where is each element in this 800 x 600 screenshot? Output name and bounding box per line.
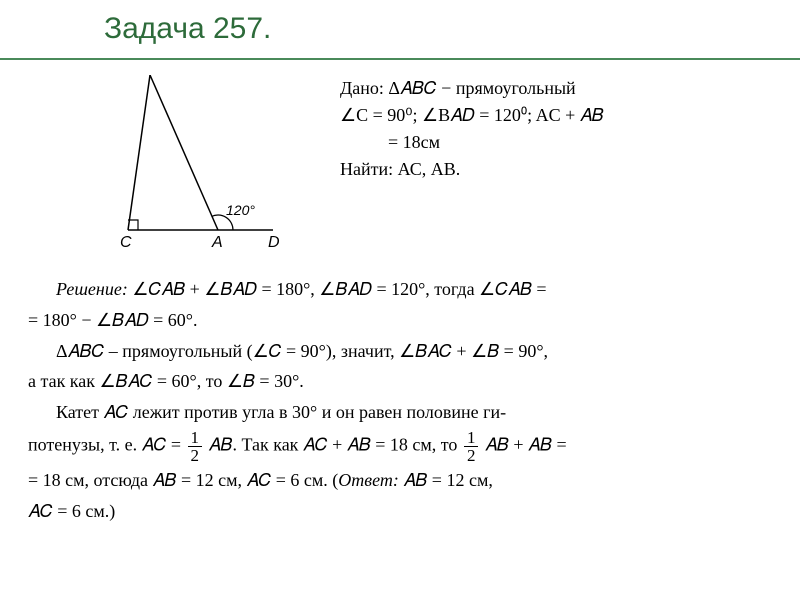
solution-p4: а так как ∠𝐵𝐴𝐶 = 60°, то ∠𝐵 = 30°. bbox=[28, 367, 778, 396]
line-ba bbox=[150, 75, 218, 230]
solution-p7: = 18 см, отсюда 𝐴𝐵 = 12 см, 𝐴𝐶 = 6 см. (… bbox=[28, 466, 778, 495]
solution-label: Решение: bbox=[56, 279, 128, 299]
header-underline bbox=[0, 58, 800, 60]
frac-num: 1 bbox=[464, 429, 479, 447]
solution-p1: Решение: ∠𝐶𝐴𝐵 + ∠𝐵𝐴𝐷 = 180°, ∠𝐵𝐴𝐷 = 120°… bbox=[28, 275, 778, 304]
given-line-4: Найти: АС, АВ. bbox=[340, 156, 604, 183]
given-line-1: Дано: Δ𝐴𝐵𝐶 − прямоугольный bbox=[340, 75, 604, 102]
given-block: Дано: Δ𝐴𝐵𝐶 − прямоугольный ∠С = 90⁰; ∠B𝐴… bbox=[340, 75, 604, 183]
solution-block: Решение: ∠𝐶𝐴𝐵 + ∠𝐵𝐴𝐷 = 180°, ∠𝐵𝐴𝐷 = 120°… bbox=[28, 275, 778, 528]
vertex-d: D bbox=[268, 234, 280, 251]
solution-p6a: потенузы, т. е. 𝐴𝐶 = bbox=[28, 435, 181, 455]
solution-p6: потенузы, т. е. 𝐴𝐶 = 12 𝐴𝐵. Так как 𝐴𝐶 +… bbox=[28, 429, 778, 464]
answer-label: Ответ: bbox=[338, 470, 399, 490]
line-cb bbox=[128, 75, 150, 230]
solution-p3: Δ𝐴𝐵𝐶 – прямоугольный (∠𝐶 = 90°), значит,… bbox=[28, 337, 778, 366]
solution-p2: = 180° − ∠𝐵𝐴𝐷 = 60°. bbox=[28, 306, 778, 335]
fraction-2: 12 bbox=[464, 429, 479, 464]
frac-num: 1 bbox=[188, 429, 203, 447]
frac-den: 2 bbox=[188, 447, 203, 464]
solution-p8: 𝐴𝐶 = 6 см.) bbox=[28, 497, 778, 526]
given-line-3: = 18см bbox=[340, 129, 604, 156]
vertex-c: C bbox=[120, 234, 132, 251]
solution-p6b: 𝐴𝐵. Так как 𝐴𝐶 + 𝐴𝐵 = 18 см, то bbox=[209, 435, 462, 455]
vertex-a: A bbox=[211, 234, 223, 251]
solution-p7c: 𝐴𝐵 = 12 см, bbox=[399, 470, 493, 490]
frac-den: 2 bbox=[464, 447, 479, 464]
solution-p6c: 𝐴𝐵 + 𝐴𝐵 = bbox=[485, 435, 567, 455]
triangle-figure: 120° B C A D bbox=[118, 75, 318, 255]
angle-120-label: 120° bbox=[226, 202, 255, 218]
page-title: Задача 257. bbox=[104, 12, 271, 46]
solution-p5: Катет 𝐴𝐶 лежит против угла в 30° и он ра… bbox=[28, 398, 778, 427]
solution-p1b: ∠𝐶𝐴𝐵 + ∠𝐵𝐴𝐷 = 180°, ∠𝐵𝐴𝐷 = 120°, тогда ∠… bbox=[128, 279, 547, 299]
solution-p7a: = 18 см, отсюда 𝐴𝐵 = 12 см, 𝐴𝐶 = 6 см. ( bbox=[28, 470, 338, 490]
fraction-1: 12 bbox=[188, 429, 203, 464]
given-line-2: ∠С = 90⁰; ∠B𝐴𝐷 = 120⁰; AC + 𝐴𝐵 bbox=[340, 102, 604, 129]
